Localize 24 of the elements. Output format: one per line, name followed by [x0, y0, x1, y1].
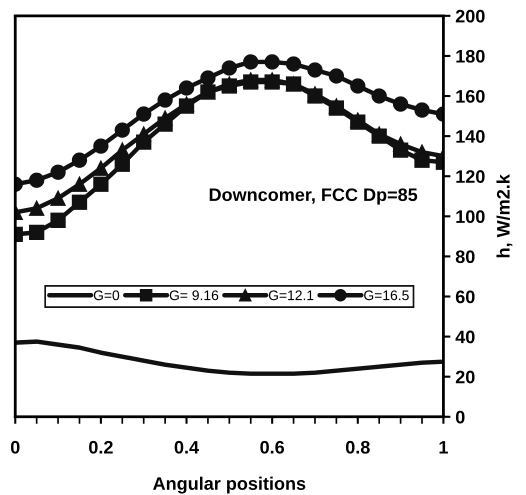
x-axis-title: Angular positions: [153, 476, 306, 494]
y-tick-label: 20: [456, 370, 475, 384]
y-axis-title: h, W/m2.k: [496, 174, 512, 258]
annotation: Downcomer, FCC Dp=85: [210, 188, 418, 205]
x-tick-label: 0.6: [260, 440, 284, 454]
y-tick-label: 140: [456, 130, 485, 143]
y-tick-label: 180: [456, 50, 485, 63]
x-tick-label: 0: [10, 440, 20, 454]
y-tick-label: 200: [456, 10, 485, 23]
y-tick-label: 120: [456, 170, 485, 183]
legend-label: G=16.5: [364, 290, 409, 300]
x-tick-label: 0.8: [346, 440, 370, 454]
y-tick-label: 40: [455, 330, 475, 344]
x-tick-label: 0.4: [174, 440, 199, 454]
legend-label: G=0: [94, 290, 120, 300]
legend-label: G=12.1: [268, 290, 314, 300]
x-tick-label: 0.2: [89, 440, 113, 454]
y-tick-label: 80: [456, 250, 475, 264]
y-tick-label: 0: [456, 410, 465, 424]
y-tick-label: 100: [456, 210, 485, 224]
y-tick-label: 60: [456, 290, 475, 304]
y-tick-label: 160: [456, 90, 485, 103]
x-tick-label: 1: [440, 441, 448, 454]
legend-label: G= 9.16: [170, 290, 218, 300]
